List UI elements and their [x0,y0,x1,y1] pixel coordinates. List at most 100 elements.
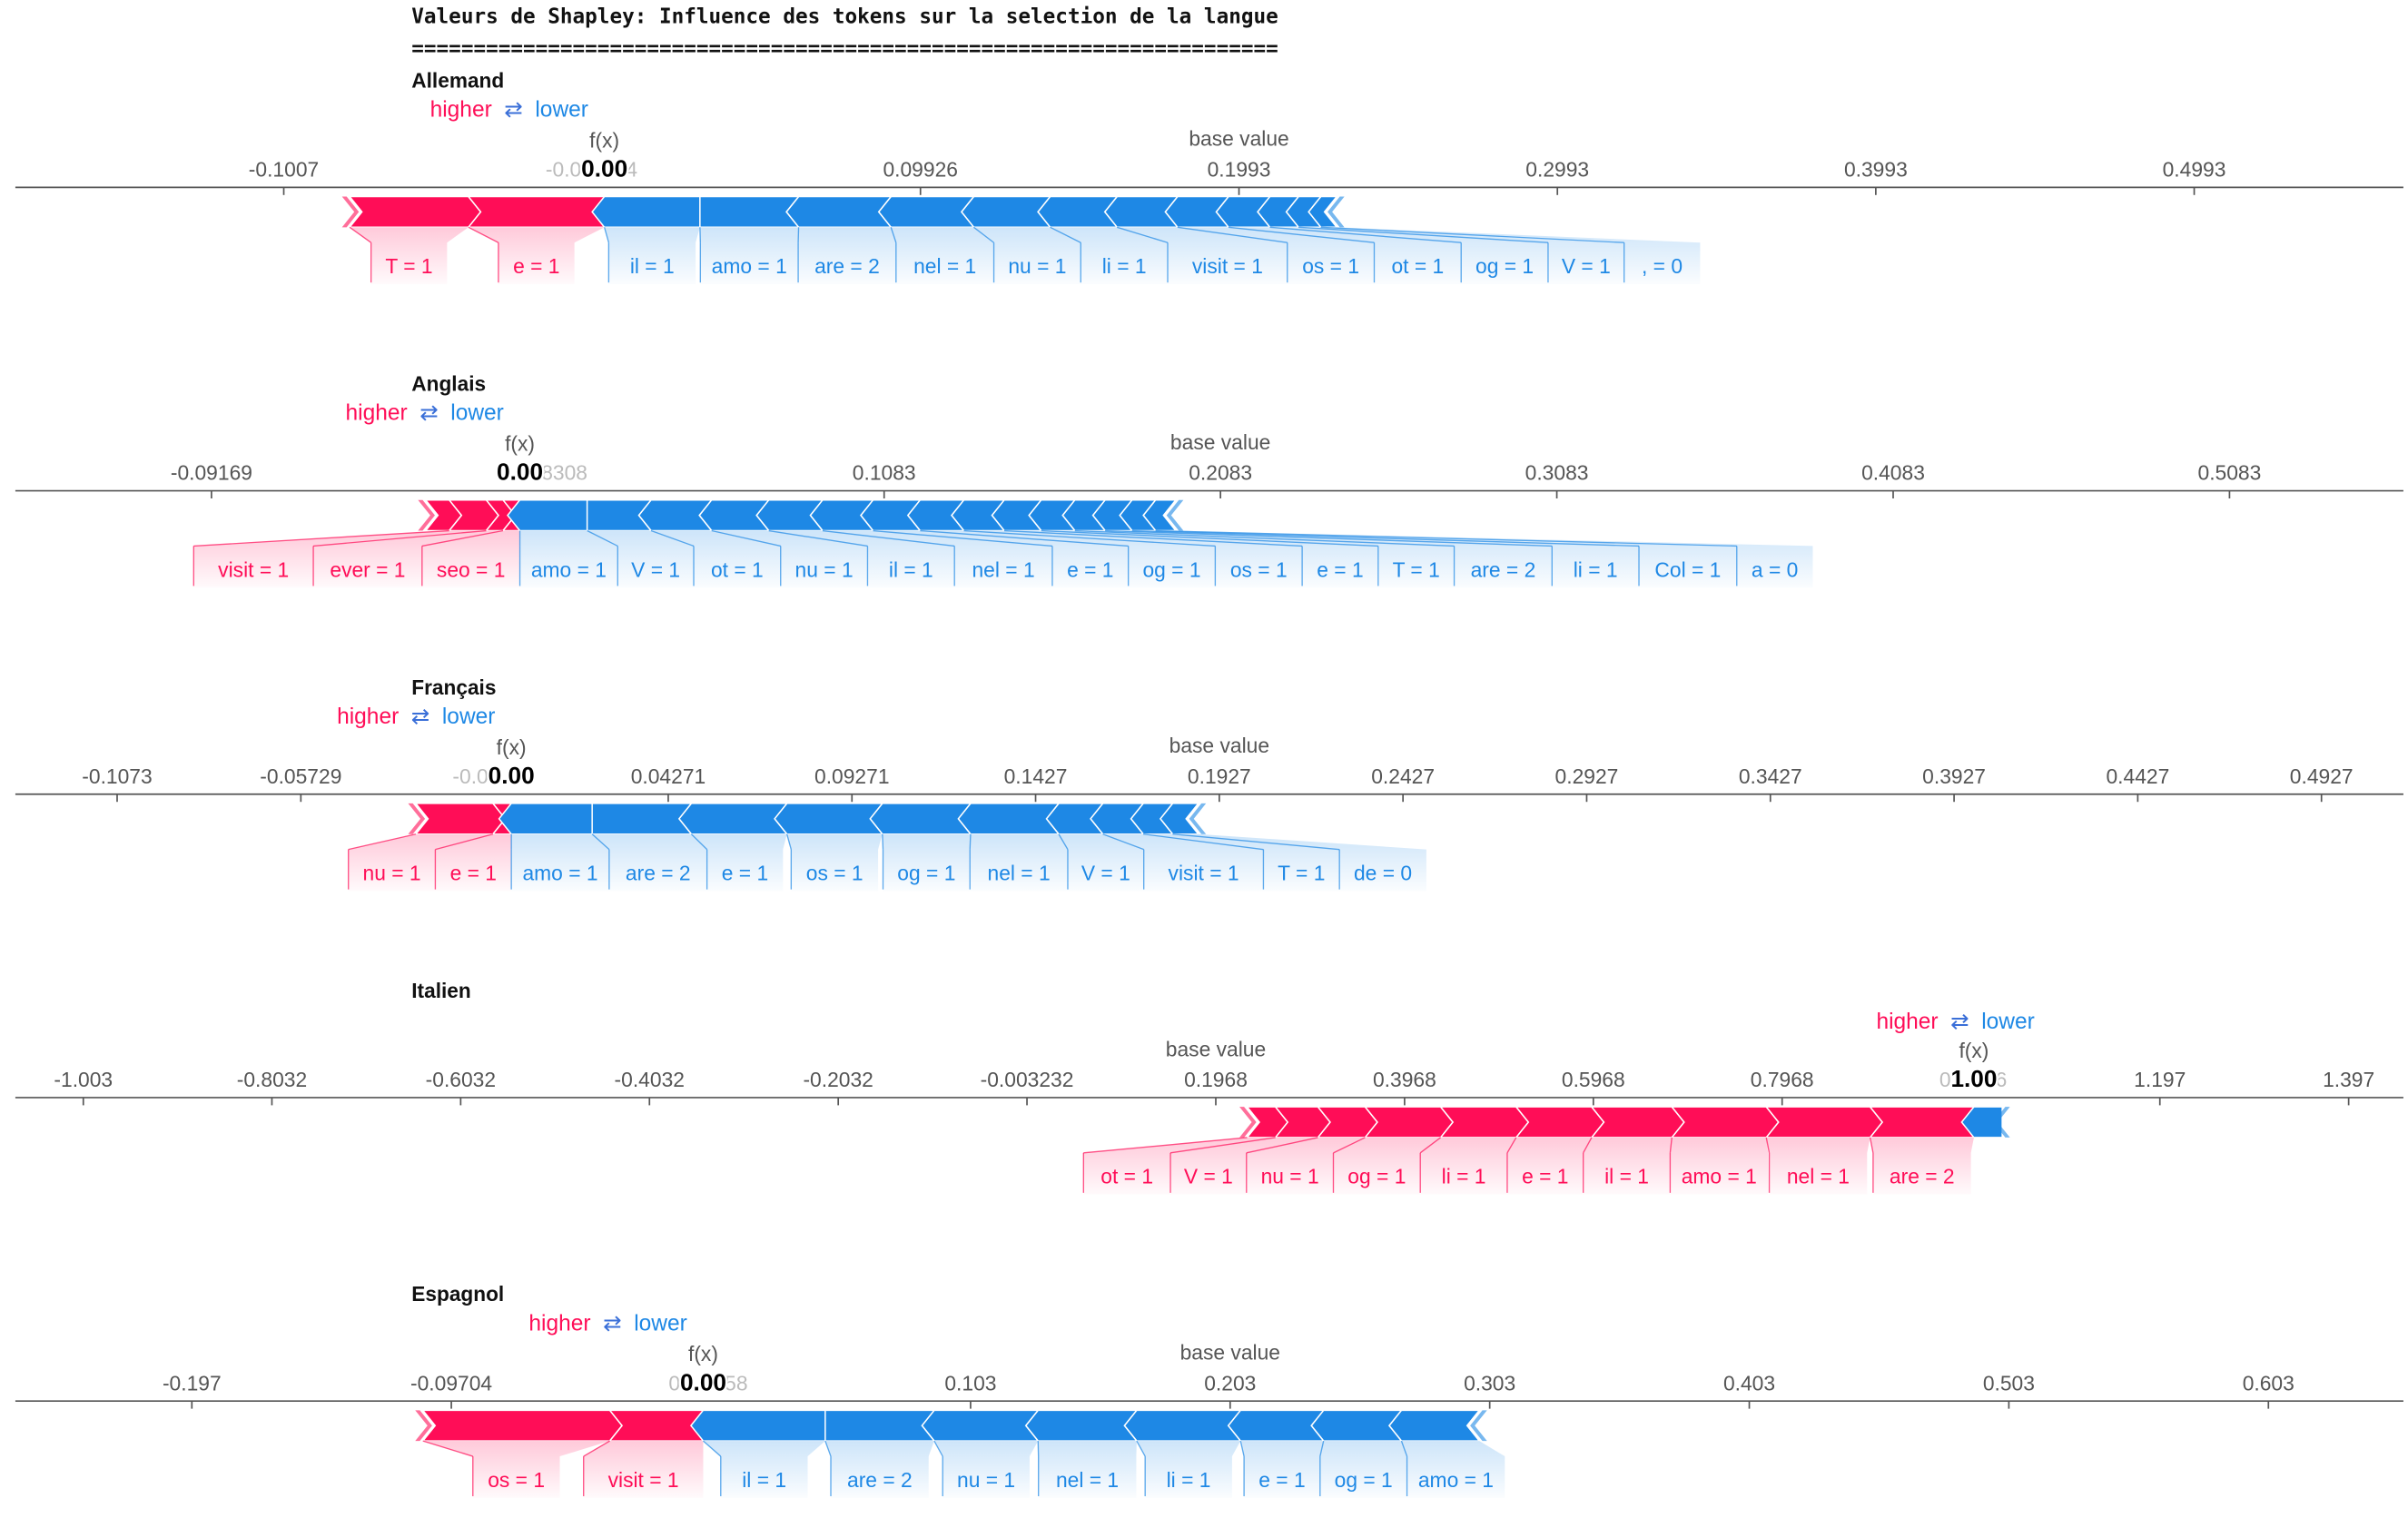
feature-label: , = 0 [1642,254,1683,278]
force-segment [812,1409,936,1442]
label-leader [824,1440,832,1457]
language-heading: Italien [411,979,470,1002]
force-segment [1590,1106,1685,1138]
figure-title: Valeurs de Shapley: Influence des tokens… [411,5,1278,30]
faded-tick-label: 8308 [541,461,587,485]
higher-lower-legend: higher ⇄ lower [346,401,504,426]
feature-label: nel = 1 [913,254,976,278]
segment-end-cap [408,803,426,834]
feature-label: li = 1 [1574,557,1618,581]
segment-end-cap [1239,1107,1257,1138]
force-segment [607,1409,705,1442]
label-connector-band [583,1441,704,1498]
force-segment [1387,1409,1481,1442]
x-tick-label: 0.603 [2243,1371,2295,1395]
feature-label: il = 1 [630,254,675,278]
faded-tick-label: -0.0 [452,764,488,788]
feature-label: og = 1 [1475,254,1534,278]
swap-arrow-icon: ⇄ [1950,1010,1969,1034]
feature-label: nel = 1 [972,557,1034,581]
label-connector-band [604,227,700,284]
label-connector-band [699,227,799,284]
x-tick-label: 0.3427 [1739,764,1802,788]
swap-arrow-icon: ⇄ [419,401,439,426]
label-leader [348,833,417,851]
label-leader [1583,1137,1593,1154]
label-connector-band [348,833,493,892]
lower-text: lower [1981,1010,2035,1034]
feature-label: e = 1 [1258,1468,1305,1492]
label-connector-band [691,833,787,892]
x-tick-label: 0.3083 [1525,461,1589,485]
fx-value: 0.00 [497,458,543,486]
force-segment [1960,1106,2003,1138]
label-leader [711,529,781,547]
label-leader [690,833,708,851]
x-tick-label: 1.397 [2323,1068,2374,1091]
force-segment [677,803,789,835]
swap-arrow-icon: ⇄ [411,705,430,729]
label-connector-band [1105,530,1640,588]
label-connector-band [703,1441,825,1498]
label-connector-band [963,530,1303,588]
x-tick-label: -0.8032 [237,1068,307,1091]
feature-label: nu = 1 [795,557,854,581]
label-connector-band [1170,1137,1318,1195]
label-connector-band [798,227,896,284]
label-connector-band [1401,1441,1505,1498]
label-connector-band [891,227,994,284]
label-connector-band [1136,1441,1241,1498]
faded-tick-label: 58 [725,1371,747,1395]
label-leader [583,1440,610,1457]
feature-label: e = 1 [1522,1165,1568,1188]
force-segment [1024,1409,1139,1442]
label-connector-band [1038,1441,1137,1498]
feature-label: V = 1 [1562,254,1611,278]
feature-label: il = 1 [742,1468,786,1492]
x-tick-label: 0.1927 [1188,764,1251,788]
feature-label: li = 1 [1442,1165,1486,1188]
label-leader [650,529,695,547]
segment-end-cap [418,499,435,531]
feature-label: amo = 1 [1418,1468,1494,1492]
higher-text: higher [337,705,399,729]
force-segment [1363,1106,1455,1138]
label-leader [1105,529,1553,547]
feature-label: os = 1 [488,1468,545,1492]
label-connector-band [1319,1441,1407,1498]
feature-label: T = 1 [385,254,432,278]
segment-end-cap [415,1410,432,1442]
force-segment [960,195,1052,229]
force-segment [348,195,482,229]
label-leader [1228,226,1375,243]
x-tick-label: -0.09169 [171,461,252,485]
label-leader [920,529,1129,547]
force-segment [578,803,693,835]
label-leader [768,529,868,547]
feature-label: il = 1 [1604,1165,1649,1188]
language-heading: Espagnol [411,1282,504,1306]
label-connector-band [435,833,512,892]
feature-label: are = 2 [847,1468,913,1492]
faded-tick-label: 4 [626,158,637,182]
force-segment [957,803,1061,835]
x-tick-label: 0.09926 [883,158,958,182]
x-tick-label: 0.303 [1464,1371,1515,1395]
label-leader [349,226,372,243]
label-connector-band [1228,227,1462,284]
label-leader [422,1440,473,1457]
label-connector-band [1670,1137,1769,1195]
x-tick-label: 0.2993 [1525,158,1589,182]
feature-label: e = 1 [513,254,559,278]
x-tick-label: -0.197 [163,1371,222,1395]
x-tick-label: 0.3993 [1844,158,1908,182]
base-value-label: base value [1189,127,1288,151]
label-connector-band [933,1441,1039,1498]
label-connector-band [1240,1441,1324,1498]
label-leader [1419,1137,1442,1154]
faded-tick-label: 6 [1996,1068,2008,1091]
force-segment [414,803,507,835]
x-tick-label: -0.6032 [426,1068,496,1091]
feature-label: il = 1 [889,557,933,581]
